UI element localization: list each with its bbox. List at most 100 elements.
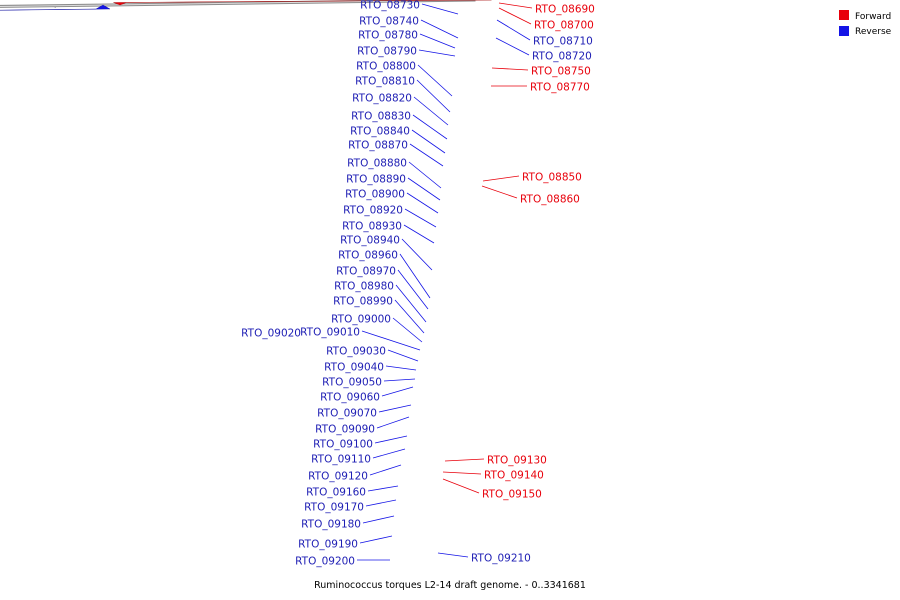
gene-label-rto_09040[interactable]: RTO_09040: [324, 362, 384, 374]
gene-label-rto_08770[interactable]: RTO_08770: [530, 82, 590, 94]
gene-label-rto_08840[interactable]: RTO_08840: [350, 126, 410, 138]
gene-label-rto_08930[interactable]: RTO_08930: [342, 221, 402, 233]
gene-leader-line: [409, 143, 444, 167]
gene-label-rto_09190[interactable]: RTO_09190: [298, 539, 358, 551]
gene-leader-line: [412, 114, 448, 140]
gene-label-rto_09110[interactable]: RTO_09110: [311, 454, 371, 466]
gene-leader-line: [381, 386, 414, 397]
gene-label-rto_08870[interactable]: RTO_08870: [348, 140, 408, 152]
backbone-line: [0, 0, 476, 8]
gene-leader-line: [417, 64, 453, 97]
gene-label-rto_09150[interactable]: RTO_09150: [482, 489, 542, 501]
gene-leader-line: [406, 192, 439, 214]
gene-leader-line: [385, 365, 417, 371]
genome-caption: Ruminococcus torques L2-14 draft genome.…: [314, 580, 586, 591]
legend-forward-swatch: [839, 10, 849, 20]
reverse-gene-blocks: [0, 4, 111, 11]
legend-reverse-swatch: [839, 26, 849, 36]
gene-label-rto_08780[interactable]: RTO_08780: [358, 30, 418, 42]
gene-label-rto_09050[interactable]: RTO_09050: [322, 377, 382, 389]
backbone-highlight: [0, 0, 478, 7]
gene-label-rto_08710[interactable]: RTO_08710: [533, 36, 593, 48]
gene-label-rto_08750[interactable]: RTO_08750: [531, 66, 591, 78]
gene-label-rto_09210[interactable]: RTO_09210: [471, 553, 531, 565]
gene-label-rto_08890[interactable]: RTO_08890: [346, 174, 406, 186]
gene-label-rto_09010[interactable]: RTO_09010: [300, 327, 360, 339]
gene-label-rto_09120[interactable]: RTO_09120: [308, 471, 368, 483]
gene-label-rto_08740[interactable]: RTO_08740: [359, 16, 419, 28]
gene-leader-line: [362, 515, 395, 524]
gene-label-rto_09140[interactable]: RTO_09140: [484, 470, 544, 482]
gene-leader-line: [498, 7, 532, 25]
gene-leader-line: [437, 552, 469, 558]
gene-leader-line: [498, 2, 533, 9]
gene-label-rto_08700[interactable]: RTO_08700: [534, 20, 594, 32]
gene-leader-line: [413, 96, 449, 126]
gene-label-rto_08790[interactable]: RTO_08790: [357, 46, 417, 58]
offset-dots: [54, 5, 56, 8]
gene-label-rto_08820[interactable]: RTO_08820: [352, 93, 412, 105]
gene-label-rto_08730[interactable]: RTO_08730: [360, 0, 420, 12]
gene-leader-line: [419, 33, 456, 49]
gene-label-rto_08990[interactable]: RTO_08990: [333, 296, 393, 308]
gene-label-rto_09030[interactable]: RTO_09030: [326, 346, 386, 358]
gene-label-rto_09090[interactable]: RTO_09090: [315, 424, 375, 436]
gene-label-rto_09200[interactable]: RTO_09200: [295, 556, 355, 568]
gene-leader-line: [421, 3, 459, 15]
gene-leader-line: [411, 129, 446, 154]
gene-leader-line: [407, 177, 441, 201]
gene-label-rto_09130[interactable]: RTO_09130: [487, 455, 547, 467]
gene-label-rto_08830[interactable]: RTO_08830: [351, 111, 411, 123]
gene-leader-line: [369, 464, 402, 476]
gene-leader-line: [378, 404, 412, 413]
gene-label-rto_08960[interactable]: RTO_08960: [338, 250, 398, 262]
gene-leader-line: [372, 448, 406, 459]
gene-label-rto_09170[interactable]: RTO_09170: [304, 502, 364, 514]
gene-label-rto_08720[interactable]: RTO_08720: [532, 51, 592, 63]
gene-label-rto_09000[interactable]: RTO_09000: [331, 314, 391, 326]
gene-label-rto_09070[interactable]: RTO_09070: [317, 408, 377, 420]
gene-label-rto_08810[interactable]: RTO_08810: [355, 76, 415, 88]
gene-leader-line: [444, 458, 485, 462]
gene-label-rto_08880[interactable]: RTO_08880: [347, 158, 407, 170]
gene-leader-line: [401, 238, 433, 271]
gene-leader-line: [399, 253, 431, 299]
gene-label-rto_08800[interactable]: RTO_08800: [356, 61, 416, 73]
gene-label-rto_09100[interactable]: RTO_09100: [313, 439, 373, 451]
legend-reverse-label: Reverse: [855, 27, 892, 37]
gene-label-rto_09060[interactable]: RTO_09060: [320, 392, 380, 404]
gene-label-rto_08970[interactable]: RTO_08970: [336, 266, 396, 278]
gene-leader-line: [442, 471, 482, 475]
gene-leader-line: [383, 378, 416, 382]
gene-label-rto_09160[interactable]: RTO_09160: [306, 487, 366, 499]
gene-leader-line: [496, 19, 531, 41]
gene-leader-line: [376, 416, 410, 429]
gene-label-rto_08920[interactable]: RTO_08920: [343, 205, 403, 217]
gene-label-rto_08860[interactable]: RTO_08860: [520, 194, 580, 206]
gene-leader-line: [403, 224, 435, 244]
gene-labels: RTO_08690 RTO_08700 RTO_08710 RTO_08720 RTO_…: [241, 0, 595, 568]
legend-forward-label: Forward: [855, 12, 891, 22]
gene-leader-line: [481, 185, 518, 199]
gene-leader-line: [482, 175, 520, 182]
label-leader-lines: [357, 2, 533, 561]
reverse-gene-block: [0, 4, 111, 11]
gene-label-rto_08900[interactable]: RTO_08900: [345, 189, 405, 201]
gene-label-rto_09180[interactable]: RTO_09180: [301, 519, 361, 531]
gene-leader-line: [397, 269, 429, 310]
gene-label-rto_08690[interactable]: RTO_08690: [535, 4, 595, 16]
gene-label-rto_08980[interactable]: RTO_08980: [334, 281, 394, 293]
forward-gene-blocks: [113, 0, 492, 6]
gene-leader-line: [416, 79, 451, 113]
gene-leader-line: [361, 330, 421, 351]
gene-label-rto_08850[interactable]: RTO_08850: [522, 172, 582, 184]
gene-label-rto_08940[interactable]: RTO_08940: [340, 235, 400, 247]
gene-leader-line: [404, 208, 437, 228]
gene-leader-line: [495, 37, 530, 56]
gene-leader-line: [392, 317, 423, 343]
gene-leader-line: [395, 284, 427, 323]
forward-gene-block: [113, 0, 492, 6]
gene-leader-line: [387, 349, 419, 362]
gene-label-rto_09020[interactable]: RTO_09020: [241, 328, 301, 340]
